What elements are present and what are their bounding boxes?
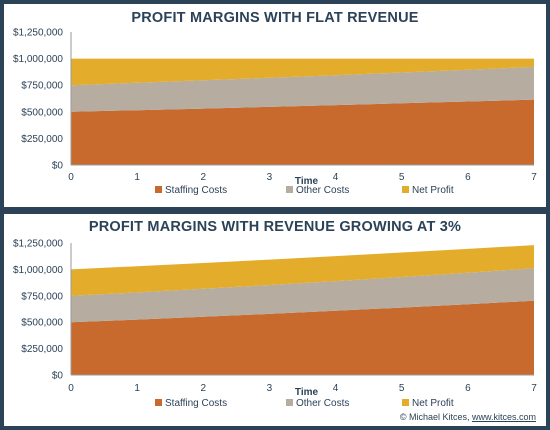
legend-label: Net Profit <box>412 185 454 196</box>
x-tick-label: 3 <box>267 383 273 394</box>
area-net-profit <box>71 245 534 296</box>
y-tick-label: $0 <box>52 161 64 172</box>
x-tick-label: 6 <box>465 172 471 183</box>
site-link[interactable]: www.kitces.com <box>471 412 536 422</box>
y-tick-label: $250,000 <box>21 344 63 355</box>
x-tick-label: 7 <box>531 172 537 183</box>
legend-swatch <box>155 399 162 406</box>
y-tick-label: $1,000,000 <box>13 54 63 65</box>
legend-label: Staffing Costs <box>165 398 227 409</box>
legend-swatch <box>286 186 293 193</box>
area-staffing-costs <box>71 300 534 375</box>
y-tick-label: $750,000 <box>21 81 63 92</box>
x-axis-title: Time <box>295 176 319 187</box>
chart-flat-revenue: $0 $250,000 $500,000 $750,000 $1,000,000 $1,2… <box>13 28 537 197</box>
chart-panel-growing-revenue: PROFIT MARGINS WITH REVENUE GROWING AT 3… <box>4 214 546 426</box>
x-tick-label: 4 <box>333 383 339 394</box>
legend-swatch <box>402 186 409 193</box>
x-tick-label: 2 <box>201 172 207 183</box>
legend-label: Staffing Costs <box>165 185 227 196</box>
x-tick-label: 0 <box>68 172 74 183</box>
y-tick-label: $1,250,000 <box>13 239 63 250</box>
y-tick-label: $1,000,000 <box>13 265 63 276</box>
legend-label: Other Costs <box>296 185 349 196</box>
credit-footer: © Michael Kitces, www.kitces.com <box>400 412 536 422</box>
legend-swatch <box>402 399 409 406</box>
legend-label: Other Costs <box>296 398 349 409</box>
x-tick-label: 5 <box>399 383 405 394</box>
credit-text: © Michael Kitces, <box>399 412 472 422</box>
x-tick-label: 3 <box>267 172 273 183</box>
legend-label: Net Profit <box>412 398 454 409</box>
x-tick-label: 0 <box>68 383 74 394</box>
x-tick-label: 1 <box>134 383 140 394</box>
area-other-costs <box>71 268 534 323</box>
legend-swatch <box>286 399 293 406</box>
x-tick-label: 7 <box>531 383 537 394</box>
chart-growing-revenue: $0 $250,000 $500,000 $750,000 $1,000,000 $1,2… <box>13 239 537 410</box>
y-tick-label: $500,000 <box>21 318 63 329</box>
x-tick-label: 6 <box>465 383 471 394</box>
legend-swatch <box>155 186 162 193</box>
area-net-profit <box>71 58 534 86</box>
x-axis-title: Time <box>295 387 319 398</box>
chart-title: PROFIT MARGINS WITH FLAT REVENUE <box>131 10 419 26</box>
chart-panel-flat-revenue: PROFIT MARGINS WITH FLAT REVENUE $0 $250,… <box>4 4 546 207</box>
x-tick-label: 1 <box>134 172 140 183</box>
area-staffing-costs <box>71 99 534 165</box>
chart-title: PROFIT MARGINS WITH REVENUE GROWING AT 3… <box>88 219 462 235</box>
y-tick-label: $250,000 <box>21 134 63 145</box>
area-other-costs <box>71 66 534 112</box>
y-tick-label: $0 <box>52 371 64 382</box>
x-tick-label: 5 <box>399 172 405 183</box>
y-tick-label: $750,000 <box>21 291 63 302</box>
y-tick-label: $1,250,000 <box>13 28 63 39</box>
x-tick-label: 2 <box>201 383 207 394</box>
y-tick-label: $500,000 <box>21 107 63 118</box>
x-tick-label: 4 <box>333 172 339 183</box>
